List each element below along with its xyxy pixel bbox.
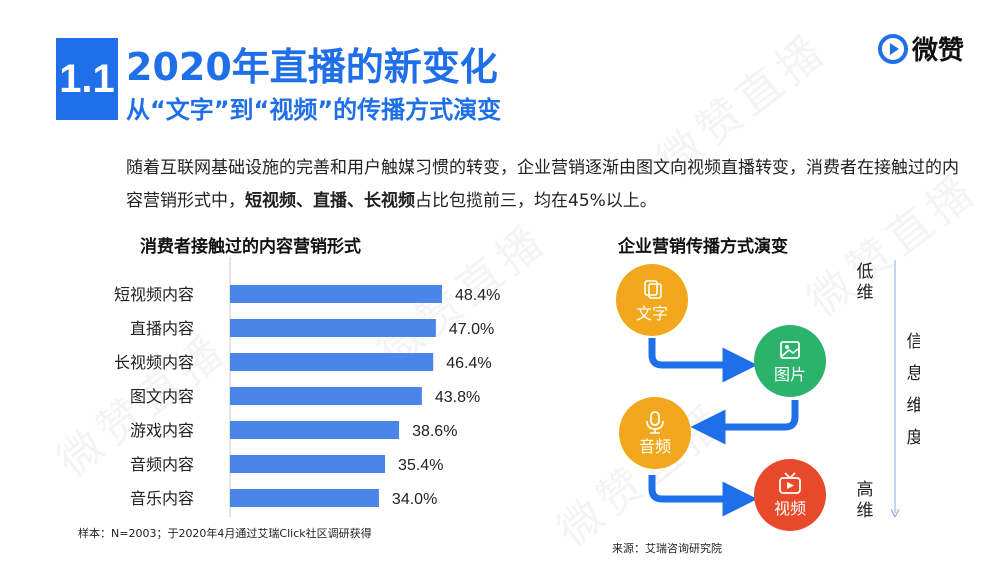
bar [230,353,434,371]
bar [230,489,379,507]
image-icon [780,341,800,359]
value-label: 46.4% [446,355,491,372]
intro-paragraph: 随着互联网基础设施的完善和用户触媒习惯的转变，企业营销逐渐由图文向视频直播转变，… [126,152,966,218]
bar [230,387,422,405]
source-note: 来源：艾瑞咨询研究院 [612,542,722,555]
bar [230,285,442,303]
axis-label-middle: 维 [907,396,921,416]
axis-label-middle: 度 [907,428,921,448]
text-icon [644,280,662,299]
flow-arrow [690,400,799,445]
axis-label-high: 维 [857,501,874,521]
flow-node-1: 文字 [616,264,688,336]
bar-chart: 短视频内容 48.4% 直播内容 47.0% 长视频内容 46.4% 图文内容 43.8% 游戏… [114,257,500,517]
flow-arrow [648,338,758,383]
intro-text-end: 占比包揽前三，均在45%以上。 [415,191,657,211]
axis-label-middle: 息 [907,364,921,384]
axis-label-middle: 信 [907,332,921,352]
flow-node-3: 音频 [619,397,691,469]
axis-label-low: 低 [857,262,874,282]
brand-play-icon [877,33,908,64]
bar [230,455,386,473]
category-label: 长视频内容 [114,353,194,372]
category-label: 音乐内容 [130,489,194,508]
sample-note: 样本：N=2003；于2020年4月通过艾瑞Click社区调研获得 [78,527,372,540]
bar [230,421,400,439]
intro-text: 随着互联网基础设施的完善和用户触媒习惯的转变，企业营销逐渐由图文向视频直播转变，… [126,158,959,211]
bar [230,319,436,337]
axis-label-high: 高 [857,480,874,500]
category-label: 直播内容 [130,319,194,338]
flow-node-label: 文字 [636,304,668,323]
brand-logo: 微赞 [877,30,964,67]
brand-name: 微赞 [911,36,964,66]
flow-title: 企业营销传播方式演变 [618,237,788,257]
video-icon [779,472,801,494]
value-label: 38.6% [412,423,457,440]
page-title: 2020年直播的新变化 [126,45,498,89]
category-label: 短视频内容 [114,285,194,304]
value-label: 35.4% [398,457,443,474]
axis-label-low: 维 [857,283,874,303]
flow-node-2: 图片 [754,325,826,397]
microphone-icon [646,411,664,434]
category-label: 音频内容 [130,455,194,474]
value-label: 43.8% [435,389,480,406]
flow-node-label: 音频 [639,437,671,456]
category-label: 游戏内容 [130,421,194,440]
value-label: 48.4% [455,287,500,304]
chart-title: 消费者接触过的内容营销形式 [140,237,361,257]
value-label: 47.0% [449,321,494,338]
flow-node-4: 视频 [754,459,826,531]
value-label: 34.0% [392,491,437,508]
page-subtitle: 从“文字”到“视频”的传播方式演变 [126,96,502,124]
intro-highlight: 短视频、直播、长视频 [245,191,415,211]
section-number-badge: 1.1 [56,38,118,120]
category-label: 图文内容 [130,387,194,406]
flow-node-label: 图片 [774,365,806,384]
flow-node-label: 视频 [774,499,806,518]
flow-arrow [648,475,758,517]
